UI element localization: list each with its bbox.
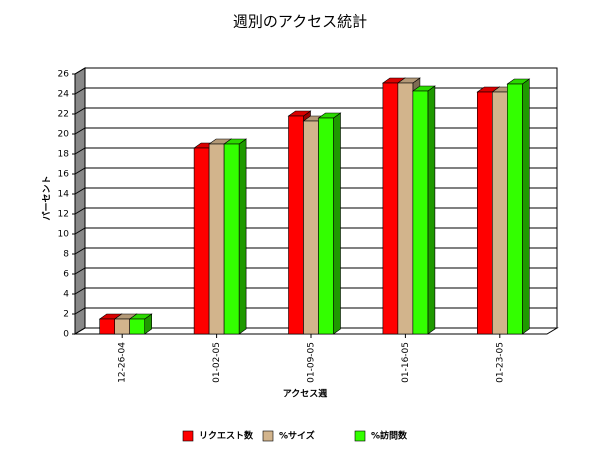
bar-side [333, 112, 341, 335]
y-axis-label: パーセント [41, 175, 53, 220]
legend-swatch [354, 430, 366, 442]
legend-swatch [262, 430, 274, 442]
y-tick-label: 26 [58, 70, 70, 80]
chart-title: 週別のアクセス統計 [233, 13, 367, 31]
y-tick-label: 6 [63, 270, 69, 280]
bar-side [238, 138, 247, 335]
bar [303, 120, 319, 335]
grid-line [74, 107, 86, 115]
bar [476, 91, 493, 335]
grid-line [74, 207, 86, 215]
bar [412, 90, 429, 335]
x-tick-label: 01-23-05 [495, 342, 505, 383]
bar [318, 117, 334, 335]
y-tick-label: 2 [63, 310, 69, 320]
y-tick-label: 10 [58, 230, 70, 240]
legend-label: %サイズ [279, 430, 315, 442]
grid-line [74, 287, 86, 295]
grid-line [74, 87, 86, 95]
bar [193, 147, 210, 335]
y-tick-label: 22 [58, 110, 69, 120]
grid-line [74, 127, 86, 135]
bar [397, 82, 414, 335]
legend-label: %訪問数 [371, 430, 408, 442]
grid-line [74, 67, 86, 75]
bar [223, 143, 240, 335]
y-tick-label: 24 [58, 90, 70, 100]
bar [99, 318, 115, 335]
bar [129, 318, 145, 335]
bar [288, 115, 304, 335]
legend-swatch [182, 430, 194, 442]
y-tick-label: 4 [63, 290, 69, 300]
bar [114, 318, 130, 335]
x-tick-label: 01-09-05 [307, 342, 317, 383]
y-tick-label: 0 [63, 330, 69, 340]
x-tick-label: 01-16-05 [401, 342, 411, 383]
grid-line [74, 307, 86, 315]
grid-line [74, 327, 86, 335]
bar [506, 83, 523, 335]
x-tick-label: 12-26-04 [118, 342, 128, 383]
y-tick-label: 14 [58, 190, 70, 200]
bar [491, 91, 508, 335]
bar-side [427, 85, 436, 335]
grid-line [74, 187, 86, 195]
x-axis-label: アクセス週 [283, 389, 329, 400]
grid-line [74, 267, 86, 275]
grid-line [74, 147, 86, 155]
y-tick-label: 20 [58, 130, 70, 140]
y-tick-label: 18 [58, 150, 70, 160]
x-tick-label: 01-02-05 [212, 342, 222, 383]
grid-line [74, 247, 86, 255]
grid-line [74, 167, 86, 175]
left-wall [74, 67, 86, 335]
y-tick-label: 16 [58, 170, 70, 180]
bar-side [521, 78, 530, 335]
bar [208, 143, 225, 335]
grid-line [74, 227, 86, 235]
bar [382, 82, 399, 335]
legend-label: リクエスト数 [199, 430, 254, 442]
y-tick-label: 12 [58, 210, 69, 220]
y-tick-label: 8 [63, 250, 69, 260]
